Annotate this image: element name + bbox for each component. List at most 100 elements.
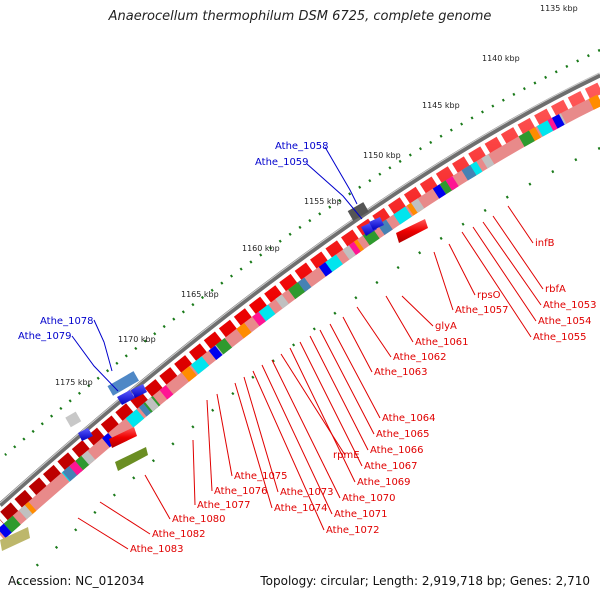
gene-label-athe-1072: Athe_1072 xyxy=(326,525,380,536)
gene-label-athe-1055: Athe_1055 xyxy=(533,332,587,343)
gene-label-rpso: rpsO xyxy=(477,290,501,301)
leader-line xyxy=(482,221,542,306)
gene-block xyxy=(115,447,148,471)
leader-line xyxy=(309,335,369,451)
gene-label-athe-1061: Athe_1061 xyxy=(415,337,469,348)
gene-label-athe-1053: Athe_1053 xyxy=(543,300,597,311)
gene-label-athe-1058: Athe_1058 xyxy=(275,141,329,152)
tick-label: 1175 kbp xyxy=(55,378,93,387)
gene-arrow xyxy=(78,428,93,441)
leader-line xyxy=(77,517,129,550)
leader-line xyxy=(280,353,346,456)
gene-label-athe-1083: Athe_1083 xyxy=(130,544,184,555)
leader-line xyxy=(71,335,119,392)
backbone-highlight xyxy=(0,72,600,504)
tick-label: 1160 kbp xyxy=(242,244,280,253)
gene-label-athe-1054: Athe_1054 xyxy=(538,316,592,327)
scale-dots xyxy=(4,48,600,456)
gene-label-athe-1059: Athe_1059 xyxy=(255,157,309,168)
tick-label: 1155 kbp xyxy=(304,197,342,206)
backbone xyxy=(0,72,600,507)
leader-line xyxy=(252,370,325,531)
gene-block-grey xyxy=(65,411,82,428)
tick-label: 1170 kbp xyxy=(118,335,156,344)
scale-labels: 1135 kbp 1140 kbp 1145 kbp 1150 kbp 1155… xyxy=(55,4,578,387)
gene-label-athe-1076: Athe_1076 xyxy=(214,486,268,497)
gene-label-athe-1070: Athe_1070 xyxy=(342,493,396,504)
accession-text: Accession: NC_012034 xyxy=(8,574,145,588)
leader-line xyxy=(472,226,537,322)
leader-line xyxy=(99,501,151,535)
leader-line xyxy=(342,316,373,373)
leader-line xyxy=(401,295,434,327)
gene-label-athe-1075: Athe_1075 xyxy=(234,471,288,482)
cog-blue xyxy=(0,94,600,540)
reverse-genes xyxy=(65,202,384,441)
gene-label-athe-1078: Athe_1078 xyxy=(40,316,94,327)
gene-label-athe-1071: Athe_1071 xyxy=(334,509,388,520)
gene-blocks xyxy=(0,219,428,551)
leader-line xyxy=(216,393,233,477)
gene-label-athe-1080: Athe_1080 xyxy=(172,514,226,525)
gene-label-athe-1062: Athe_1062 xyxy=(393,352,447,363)
inner-scale-dots xyxy=(0,146,600,601)
gene-label-athe-1069: Athe_1069 xyxy=(357,477,411,488)
gene-block xyxy=(396,219,428,243)
leader-line xyxy=(144,474,171,520)
gene-1079-arrow xyxy=(117,390,135,405)
gene-label-athe-1079: Athe_1079 xyxy=(18,331,72,342)
gene-label-infb: infB xyxy=(535,238,555,249)
forward-gene-labels: infB rbfA Athe_1053 Athe_1054 Athe_1055 … xyxy=(130,238,597,555)
leader-lines xyxy=(71,146,544,550)
cog-band xyxy=(0,94,600,540)
leader-line xyxy=(289,347,356,483)
leader-line xyxy=(271,359,341,499)
leader-line xyxy=(448,243,476,296)
inner-scale-ring xyxy=(0,146,600,601)
tick-label: 1135 kbp xyxy=(540,4,578,13)
gene-label-athe-1073: Athe_1073 xyxy=(280,487,334,498)
genome-summary-text: Topology: circular; Length: 2,919,718 bp… xyxy=(260,574,590,588)
gene-1058-block xyxy=(347,202,369,221)
leader-line xyxy=(261,364,333,515)
tick-label: 1165 kbp xyxy=(181,290,219,299)
tick-label: 1140 kbp xyxy=(482,54,520,63)
gene-label-athe-1063: Athe_1063 xyxy=(374,367,428,378)
gene-1078-block xyxy=(107,371,139,396)
leader-line xyxy=(93,319,113,372)
gene-block xyxy=(0,527,30,551)
leader-line xyxy=(299,341,363,467)
leader-line xyxy=(329,323,381,419)
leader-line xyxy=(192,439,196,506)
reverse-gene-labels: Athe_1058 Athe_1059 Athe_1078 Athe_1079 xyxy=(18,141,329,342)
gene-label-athe-1066: Athe_1066 xyxy=(370,445,424,456)
gene-label-athe-1064: Athe_1064 xyxy=(382,413,436,424)
tick-label: 1145 kbp xyxy=(422,101,460,110)
gene-label-athe-1082: Athe_1082 xyxy=(152,529,206,540)
leader-line xyxy=(492,215,544,290)
gene-label-athe-1065: Athe_1065 xyxy=(376,429,430,440)
leader-line xyxy=(507,205,534,244)
forward-genes xyxy=(0,82,600,525)
scale-ring xyxy=(4,48,600,456)
leader-line xyxy=(433,251,454,311)
gene-1059-arrow xyxy=(369,217,384,230)
gene-1079-arrow xyxy=(131,384,147,398)
leader-line xyxy=(461,231,532,338)
gene-label-athe-1077: Athe_1077 xyxy=(197,500,251,511)
leader-line xyxy=(206,399,213,492)
gene-block xyxy=(109,427,137,448)
leader-line xyxy=(234,382,273,509)
gene-label-athe-1057: Athe_1057 xyxy=(455,305,509,316)
gene-label-athe-1074: Athe_1074 xyxy=(274,503,328,514)
leader-line xyxy=(356,306,392,358)
leader-line xyxy=(243,376,279,493)
gene-label-rbfa: rbfA xyxy=(545,284,566,295)
gene-label-glya: glyA xyxy=(435,321,457,332)
leader-line xyxy=(306,163,363,220)
leader-line xyxy=(385,295,414,343)
forward-gene-arrows xyxy=(0,82,600,525)
tick-label: 1150 kbp xyxy=(363,151,401,160)
